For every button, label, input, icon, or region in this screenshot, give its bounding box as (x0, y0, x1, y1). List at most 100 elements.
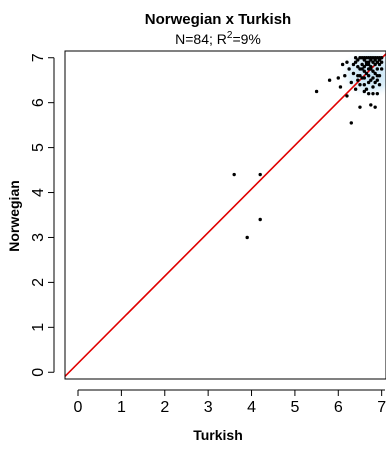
y-tick-label: 0 (30, 368, 47, 377)
data-point (377, 62, 382, 67)
chart-subtitle: N=84; R2=9% (175, 30, 261, 47)
data-point (371, 91, 375, 96)
data-point (379, 67, 384, 71)
data-point (366, 62, 371, 67)
data-point (371, 85, 375, 89)
y-tick-label: 7 (30, 53, 47, 62)
plot-frame (64, 50, 386, 380)
data-point (369, 58, 373, 62)
data-point (258, 217, 262, 222)
density-blob (336, 51, 386, 100)
y-tick-label: 6 (30, 98, 47, 107)
data-point (358, 105, 362, 109)
x-tick-label: 7 (377, 399, 386, 416)
data-point (364, 60, 369, 64)
data-point (358, 56, 362, 60)
chart-title: Norwegian x Turkish (145, 11, 291, 28)
data-point (373, 62, 377, 67)
data-point (371, 76, 375, 80)
data-point (364, 87, 369, 91)
data-point (349, 80, 353, 85)
fit-layer (65, 53, 386, 377)
data-point (366, 80, 371, 85)
x-axis-label: Turkish (193, 427, 243, 443)
data-point (358, 82, 362, 87)
subtitle-superscript: 2 (227, 30, 233, 41)
data-point (351, 71, 356, 76)
data-point (362, 69, 367, 73)
data-point (353, 87, 358, 91)
data-point (369, 78, 373, 82)
data-point (366, 74, 371, 78)
data-point (375, 67, 380, 71)
data-point (258, 172, 262, 177)
data-point (232, 172, 236, 177)
data-point (360, 67, 364, 71)
y-tick-label: 2 (30, 278, 47, 287)
data-point (379, 56, 384, 60)
data-point (375, 60, 380, 64)
data-point (371, 69, 375, 73)
y-tick-label: 5 (30, 143, 47, 152)
x-tick-label: 3 (204, 399, 213, 416)
data-point (356, 65, 360, 69)
data-point (377, 58, 382, 62)
data-point (338, 85, 343, 89)
fit-line (65, 53, 386, 377)
data-point (349, 121, 353, 125)
data-point (314, 89, 319, 94)
density-layer (336, 51, 386, 100)
points-layer (232, 56, 384, 240)
data-point (375, 74, 380, 78)
data-point (373, 105, 377, 109)
subtitle-prefix: N=84; R (175, 31, 227, 47)
data-point (362, 89, 367, 94)
data-point (336, 76, 340, 80)
data-point (347, 67, 351, 71)
y-tick-label: 1 (30, 323, 47, 332)
data-point (353, 60, 358, 64)
y-axis-label: Norwegian (6, 180, 22, 252)
data-point (345, 94, 349, 98)
data-point (377, 82, 382, 87)
data-point (369, 103, 373, 107)
data-point (340, 62, 345, 67)
data-point (375, 78, 380, 82)
data-point (343, 74, 347, 78)
x-tick-label: 5 (290, 399, 299, 416)
subtitle-suffix: =9% (232, 31, 260, 47)
data-point (362, 56, 367, 60)
data-point (366, 91, 371, 96)
data-point (375, 91, 380, 96)
data-point (369, 67, 373, 71)
x-tick-label: 2 (160, 399, 169, 416)
data-point (345, 60, 349, 64)
data-point (360, 62, 364, 67)
data-point (373, 80, 377, 85)
data-point (373, 58, 377, 62)
x-tick-label: 4 (247, 399, 256, 416)
data-point (371, 60, 375, 64)
y-axis: 0 1 2 3 4 5 6 7 (30, 53, 55, 377)
data-point (362, 82, 367, 87)
x-tick-label: 0 (74, 399, 83, 416)
data-point (353, 56, 358, 60)
data-point (245, 235, 249, 240)
data-point (351, 62, 356, 67)
x-axis: 0 1 2 3 4 5 6 7 (74, 389, 386, 416)
y-tick-label: 4 (30, 188, 47, 197)
y-tick-label: 3 (30, 233, 47, 242)
data-point (356, 58, 360, 62)
data-point (379, 60, 384, 64)
data-point (327, 78, 332, 82)
data-point (364, 71, 369, 76)
data-point (356, 78, 360, 82)
x-tick-label: 6 (334, 399, 343, 416)
data-point (373, 71, 377, 76)
x-tick-label: 1 (117, 399, 126, 416)
data-point (360, 76, 364, 80)
data-point (362, 65, 367, 69)
data-point (358, 74, 362, 78)
